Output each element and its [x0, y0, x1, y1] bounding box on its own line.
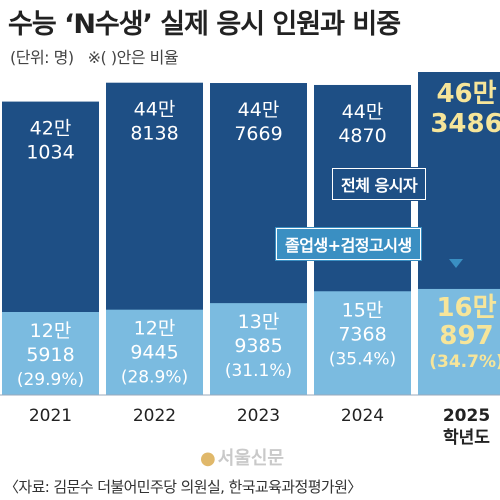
legend-total-badge: 전체 응시자	[330, 167, 428, 201]
label-total-line2-2023: 7669	[234, 123, 282, 145]
label-total-line2-2024: 4870	[338, 125, 386, 147]
label-ratio-2023: (31.1%)	[225, 361, 292, 381]
x-tick-suffix-2025: 학년도	[443, 428, 490, 448]
label-grad-line1-2021: 12만	[30, 320, 72, 342]
x-tick-2021: 2021	[29, 406, 72, 426]
label-grad-line2-2021: 5918	[26, 344, 74, 366]
watermark-logo: ● 서울신문	[200, 448, 284, 469]
label-total-line1-2021: 42만	[30, 118, 72, 140]
label-grad-line1-2023: 13만	[238, 311, 280, 333]
source-note: 〈자료: 김문수 더불어민주당 의원실, 한국교육과정평가원〉	[4, 478, 362, 496]
x-tick-2023: 2023	[237, 406, 280, 426]
bar-grad-2025	[418, 288, 500, 395]
ratio-note: ※( )안은 비율	[87, 48, 179, 67]
watermark-text: 서울신문	[217, 448, 284, 469]
label-ratio-2025: (34.7%)	[429, 352, 500, 372]
label-ratio-2021: (29.9%)	[17, 370, 84, 390]
label-grad-line1-2025: 16만	[436, 293, 496, 323]
label-total-line2-2021: 1034	[26, 142, 74, 164]
label-total-line1-2023: 44만	[238, 99, 280, 121]
bar-grad-2024	[314, 291, 411, 395]
chart-title: 수능 ‘N수생’ 실제 응시 인원과 비중	[8, 9, 401, 40]
x-tick-2022: 2022	[133, 406, 176, 426]
label-total-line2-2022: 8138	[130, 123, 178, 145]
unit-note: (단위: 명)	[10, 48, 74, 67]
label-total-line1-2022: 44만	[134, 99, 176, 121]
bar-grad-2022	[106, 309, 203, 395]
label-grad-line1-2022: 12만	[134, 318, 176, 340]
x-tick-2024: 2024	[341, 406, 384, 426]
label-ratio-2022: (28.9%)	[121, 368, 188, 388]
label-grad-line2-2024: 7368	[338, 323, 386, 345]
label-ratio-2024: (35.4%)	[329, 349, 396, 369]
label-total-line1-2024: 44만	[342, 101, 384, 123]
label-total-line2-2025: 3486	[430, 109, 500, 139]
label-grad-line2-2023: 9385	[234, 335, 282, 357]
label-grad-line1-2024: 15만	[342, 299, 384, 321]
label-grad-line2-2025: 897	[439, 321, 493, 351]
bar-grad-2021	[2, 312, 99, 395]
label-grad-line2-2022: 9445	[130, 342, 178, 364]
x-tick-2025: 2025	[443, 406, 490, 426]
bar-grad-2023	[210, 303, 307, 395]
chart-subtitle: (단위: 명) ※( )안은 비율	[10, 44, 179, 68]
legend-grad-badge: 졸업생+검정고시생	[275, 227, 463, 268]
label-total-line1-2025: 46만	[436, 79, 496, 109]
